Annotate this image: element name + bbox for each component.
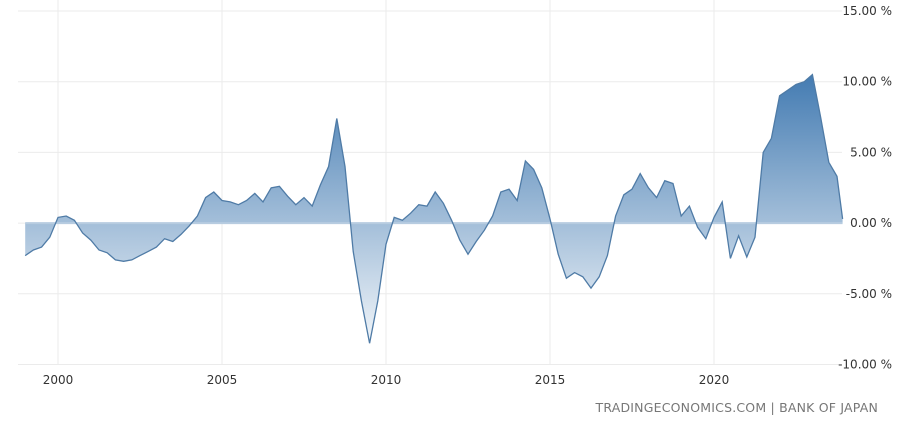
x-tick-label: 2005 [207,373,238,387]
y-axis: 15.00 % 10.00 % 5.00 % 0.00 % -5.00 % -10.00 … [838,4,892,372]
x-tick-label: 2015 [535,373,566,387]
x-tick-label: 2010 [371,373,402,387]
source-credit: TRADINGECONOMICS.COM | BANK OF JAPAN [595,400,878,415]
x-tick-label: 2000 [43,373,74,387]
y-tick-label: -10.00 % [838,358,892,372]
y-tick-label: 0.00 % [850,216,892,230]
grid [18,0,842,365]
y-tick-label: -5.00 % [846,287,892,301]
y-tick-label: 10.00 % [842,75,892,89]
series [24,73,844,344]
x-axis: 2000 2005 2010 2015 2020 [43,373,730,387]
y-tick-label: 15.00 % [842,4,892,18]
area-fill [25,74,843,344]
y-tick-label: 5.00 % [850,145,892,159]
x-tick-label: 2020 [699,373,730,387]
